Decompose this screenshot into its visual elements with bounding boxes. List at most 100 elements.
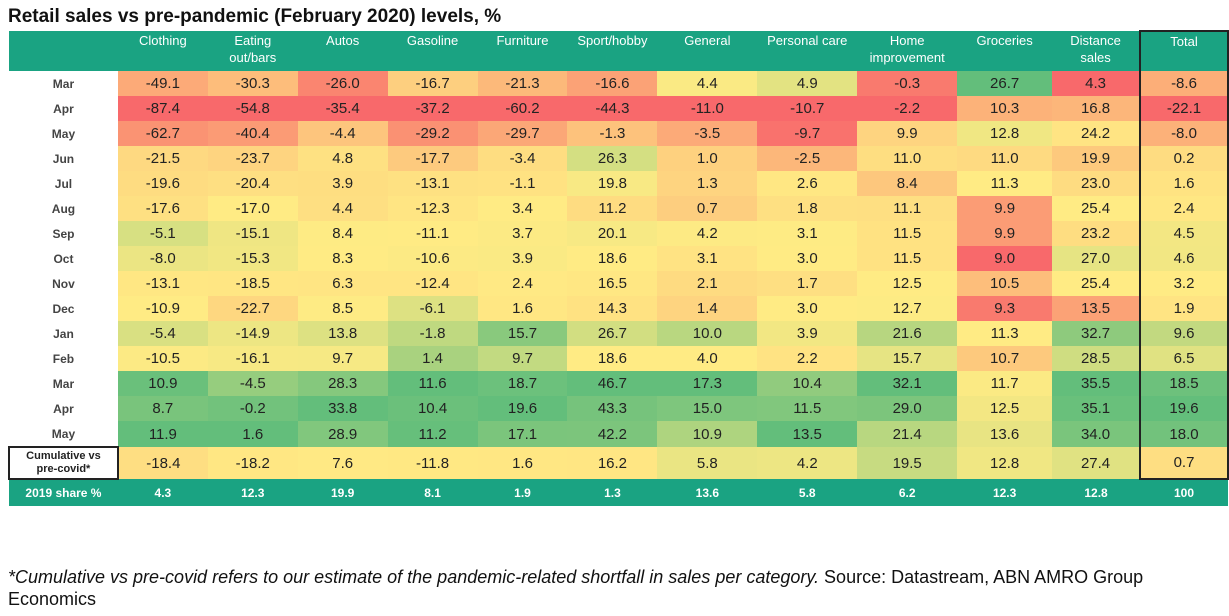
row-label: Cumulative vs pre-covid* (8, 446, 119, 480)
heatmap-cell: 11.9 (117, 421, 208, 447)
heatmap-cell: 9.9 (957, 196, 1053, 221)
heatmap-cell: -10.6 (387, 246, 478, 271)
heatmap-cell: -8.6 (1139, 71, 1229, 96)
heatmap-cell: 11.2 (567, 196, 658, 221)
heatmap-cell: -9.7 (757, 121, 858, 146)
column-header: Sport/hobby (567, 31, 658, 71)
heatmap-cell: 10.3 (957, 96, 1053, 121)
heatmap-cell: 1.3 (657, 171, 758, 196)
heatmap-cell: 27.0 (1052, 246, 1140, 271)
table-body: Mar -49.1 -30.3 -26.0 -16.7 -21.3 -16.6 4.4 4.9-… (8, 71, 1229, 506)
heatmap-cell: -87.4 (117, 96, 208, 121)
table-row: Aug -17.6 -17.0 4.4 -12.3 3.4 11.2 0.7 1.8 11.1 9.… (9, 196, 1229, 221)
share-cell: 100 (1140, 479, 1228, 506)
row-label: Nov (9, 271, 118, 296)
heatmap-cell: 3.0 (757, 246, 858, 271)
column-header: Distance sales (1052, 31, 1140, 71)
heatmap-cell: 18.5 (1139, 371, 1229, 396)
column-header: Autos (297, 31, 388, 71)
heatmap-cell: 4.4 (657, 71, 758, 96)
row-label: Jun (9, 146, 118, 171)
heatmap-cell: -18.2 (207, 447, 298, 479)
heatmap-cell: -35.4 (297, 96, 388, 121)
heatmap-cell: -2.2 (857, 96, 958, 121)
heatmap-cell: 11.3 (957, 321, 1053, 346)
table-row: Mar -49.1 -30.3 -26.0 -16.7 -21.3 -16.6 4.4 4.9-… (9, 71, 1229, 96)
heatmap-cell: 8.4 (857, 171, 958, 196)
heatmap-cell: -20.4 (207, 171, 298, 196)
column-header-label: General (684, 33, 731, 48)
row-label: Aug (9, 196, 118, 221)
heatmap-cell: 3.1 (657, 246, 758, 271)
heatmap-cell: 9.0 (957, 246, 1053, 271)
heatmap-cell: 11.7 (957, 371, 1053, 396)
row-label-text: Sep (52, 226, 75, 241)
table-row: Nov -13.1 -18.5 6.3 -12.4 2.4 16.5 2.1 1.7 12.5 10… (9, 271, 1229, 296)
heatmap-cell: 3.9 (757, 321, 858, 346)
row-label-text: Jun (52, 151, 75, 166)
row-label-text: Jul (54, 176, 73, 191)
table-row: May -62.7 -40.4 -4.4 -29.2 -29.7 -1.3 -3.5 -9.7 9… (9, 121, 1229, 146)
heatmap-cell: 9.7 (297, 346, 388, 371)
heatmap-cell: 2.6 (757, 171, 858, 196)
heatmap-cell: 1.6 (477, 296, 568, 321)
header-corner (9, 31, 118, 71)
heatmap-cell: -1.8 (387, 321, 478, 346)
heatmap-cell: -6.1 (387, 296, 478, 321)
heatmap-cell: 24.2 (1052, 121, 1140, 146)
heatmap-cell: -17.0 (207, 196, 298, 221)
share-cell: 1.9 (477, 479, 568, 506)
heatmap-cell: -10.9 (117, 296, 208, 321)
share-cell: 12.3 (957, 479, 1053, 506)
heatmap-cell: -19.6 (117, 171, 208, 196)
heatmap-cell: 3.4 (477, 196, 568, 221)
heatmap-cell: -15.3 (207, 246, 298, 271)
heatmap-cell: 11.3 (957, 171, 1053, 196)
table-row: Feb -10.5 -16.1 9.7 1.4 9.7 18.6 4.0 2.2 15.7 10.7… (9, 346, 1229, 371)
heatmap-cell: 28.5 (1052, 346, 1140, 371)
heatmap-cell: 3.9 (477, 246, 568, 271)
heatmap-table: Clothing Eating out/bars Autos Gasoline Furni… (8, 30, 1229, 506)
share-cell: 8.1 (387, 479, 478, 506)
heatmap-cell: 28.3 (297, 371, 388, 396)
column-header: General (657, 31, 758, 71)
heatmap-cell: 10.7 (957, 346, 1053, 371)
table-row: Mar 10.9 -4.5 28.3 11.6 18.7 46.7 17.3 10.4 32.1 1… (9, 371, 1229, 396)
heatmap-cell: 35.5 (1052, 371, 1140, 396)
heatmap-cell: 18.6 (567, 246, 658, 271)
table-row: May 11.9 1.6 28.9 11.2 17.1 42.2 10.9 13.5 21.4 13… (9, 421, 1229, 447)
row-label-text: Dec (52, 301, 75, 316)
heatmap-cell: 46.7 (567, 371, 658, 396)
heatmap-cell: 19.6 (1139, 396, 1229, 421)
heatmap-cell: 0.7 (1139, 447, 1229, 480)
heatmap-cell: -37.2 (387, 96, 478, 121)
heatmap-cell: 19.6 (477, 396, 568, 421)
heatmap-cell: 20.1 (567, 221, 658, 246)
heatmap-cell: 4.9 (757, 71, 858, 96)
heatmap-cell: 1.0 (657, 146, 758, 171)
footnote: *Cumulative vs pre-covid refers to our e… (8, 566, 1218, 610)
row-label: Feb (9, 346, 118, 371)
heatmap-cell: 4.4 (297, 196, 388, 221)
heatmap-cell: 28.9 (297, 421, 388, 447)
heatmap-cell: 16.8 (1052, 96, 1140, 121)
heatmap-cell: 26.7 (957, 71, 1053, 96)
row-label-text: May (51, 426, 76, 441)
row-label-text: May (51, 126, 76, 141)
share-cell: 19.9 (297, 479, 388, 506)
heatmap-cell: 21.4 (857, 421, 958, 447)
heatmap-cell: -62.7 (117, 121, 208, 146)
heatmap-cell: 10.4 (757, 371, 858, 396)
heatmap-cell: -17.7 (387, 146, 478, 171)
heatmap-cell: 14.3 (567, 296, 658, 321)
heatmap-cell: -49.1 (117, 71, 208, 96)
heatmap-cell: 8.7 (117, 396, 208, 421)
heatmap-cell: 1.6 (207, 421, 298, 447)
heatmap-cell: 8.4 (297, 221, 388, 246)
heatmap-cell: -11.0 (657, 96, 758, 121)
heatmap-cell: 10.4 (387, 396, 478, 421)
heatmap-cell: 1.4 (657, 296, 758, 321)
heatmap-cell: -1.3 (567, 121, 658, 146)
heatmap-cell: 9.9 (957, 221, 1053, 246)
heatmap-cell: 10.9 (117, 371, 208, 396)
